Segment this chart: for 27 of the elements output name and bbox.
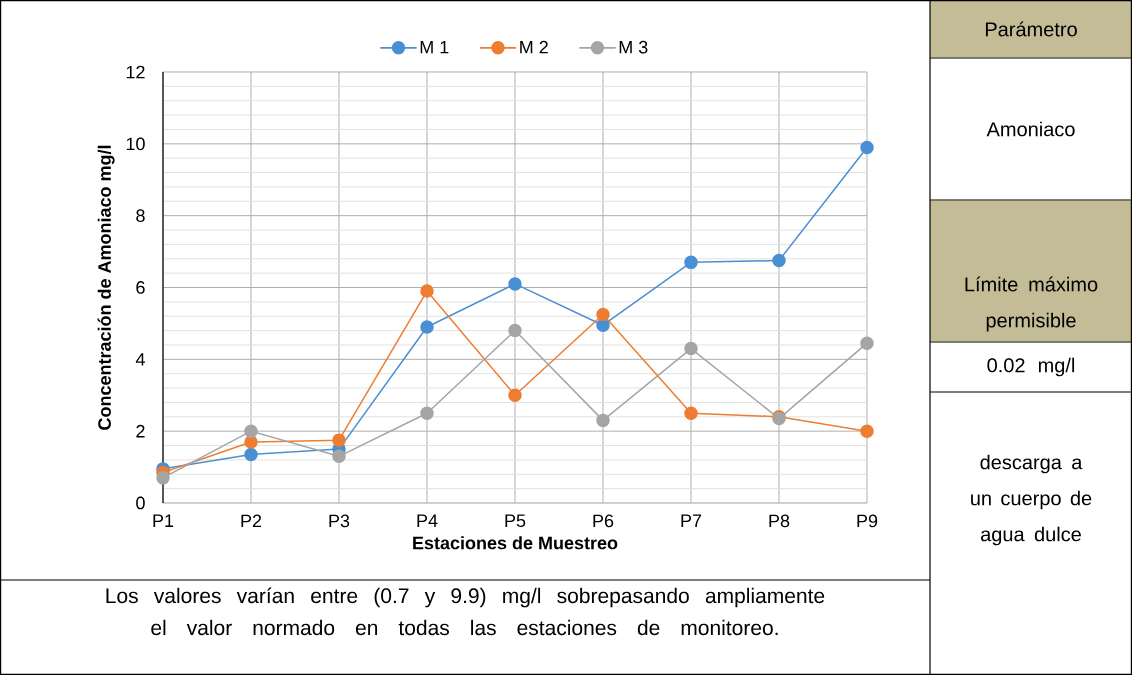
y-tick-label: 6 [136,281,145,294]
y-tick-label: 4 [135,353,145,366]
x-axis-title: Estaciones de Muestreo [413,536,618,550]
x-tick-label: P2 [241,514,262,528]
text: Amoniaco [986,121,1075,137]
y-tick-label: 8 [136,209,145,223]
x-tick-label: P6 [593,514,614,528]
x-tick-label: P8 [769,514,790,528]
x-tick-label: P3 [329,514,350,528]
x-tick-label: P7 [681,514,702,527]
x-tick-label: P4 [417,514,438,527]
y-tick-label: 10 [126,137,145,151]
y-axis-title: Concentración de Amoniaco mg/l [97,145,115,430]
y-tick-label: 0 [136,496,145,510]
text: Parámetro [985,21,1077,37]
text: Los valores varían entre (0.7 y 9.9) mg/l sobrepasando ampliamente el valor normado en todas las estaciones de monitoreo. [106,587,825,636]
y-tick-label: 2 [136,424,145,438]
text: Límite máximo permisible [965,276,1098,332]
text: descarga a un cuerpo de agua dulce [971,454,1092,546]
legend-label: M 2 [520,40,548,54]
legend-label: M 3 [619,40,648,54]
x-tick-label: P5 [505,514,526,528]
x-tick-label: P9 [857,514,878,528]
y-tick-label: 12 [126,65,145,79]
x-tick-label: P1 [153,514,174,527]
text: 0.02 mg/l [987,357,1075,377]
legend-label: M 1 [420,40,449,54]
